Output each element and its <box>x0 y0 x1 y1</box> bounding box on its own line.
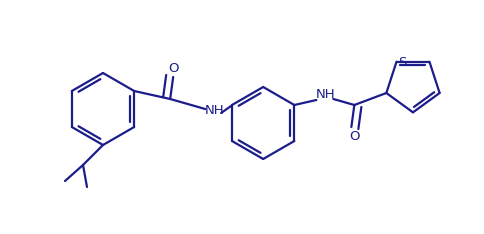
Text: NH: NH <box>204 105 224 117</box>
Text: O: O <box>348 129 359 143</box>
Text: S: S <box>397 56 406 69</box>
Text: NH: NH <box>315 88 334 102</box>
Text: O: O <box>167 62 178 74</box>
